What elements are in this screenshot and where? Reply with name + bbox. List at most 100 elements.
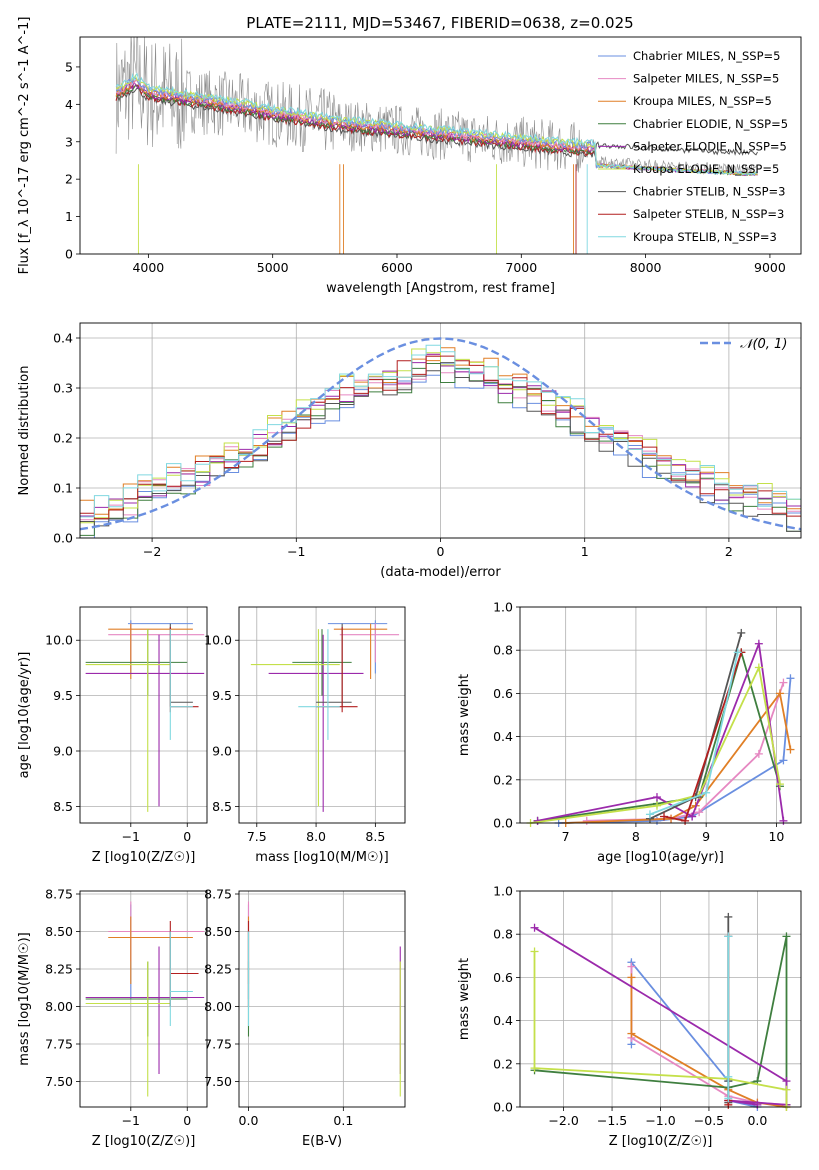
legend-entry: Kroupa ELODIE, N_SSP=5 [633, 162, 779, 176]
y-tick-label: 8.50 [204, 924, 232, 939]
y-tick-label: 9.5 [212, 688, 232, 703]
x-tick-label: −1 [122, 1113, 140, 1128]
y-tick-label: 0.6 [493, 686, 513, 701]
y-tick-label: 9.0 [53, 744, 73, 759]
y-tick-label: 5 [65, 59, 73, 74]
massweight-vs-metallicity-panel: −2.0 −1.5 −1.0 −0.5 0.0 0.0 0.2 0.4 0.6 0.8 1.0 Z [… [457, 884, 802, 1149]
y-tick-label: 7.50 [45, 1074, 73, 1089]
x-tick-label: 5000 [257, 260, 289, 275]
model-spectrum-c7 [115, 87, 758, 159]
x-tick-label: 7.5 [247, 829, 267, 844]
y-tick-label: 2 [65, 172, 73, 187]
x-tick-label: −0.5 [694, 1113, 724, 1128]
y-tick-label: 7.75 [204, 1037, 232, 1052]
x-tick-label: −2 [143, 544, 161, 559]
massweight-vs-age-panel: 7 8 9 10 0.0 0.2 0.4 0.6 0.8 1.0 age [log10(age/yr… [457, 600, 802, 865]
y-tick-label: 0.0 [493, 1100, 513, 1115]
y-tick-label: 7.75 [45, 1037, 73, 1052]
y-tick-label: 8.75 [45, 887, 73, 902]
x-tick-label: −1.0 [645, 1113, 675, 1128]
x-tick-label: 1 [581, 544, 589, 559]
y-tick-label: 9.0 [212, 744, 232, 759]
legend-entry: Salpeter MILES, N_SSP=5 [633, 72, 779, 86]
y-tick-label: 8.25 [204, 962, 232, 977]
axes-frame [79, 322, 802, 539]
x-tick-label: −2.0 [548, 1113, 578, 1128]
y-tick-label: 8.50 [45, 924, 73, 939]
x-tick-label: 7000 [505, 260, 537, 275]
y-tick-label: 0.8 [493, 927, 513, 942]
y-tick-label: 0.4 [493, 729, 513, 744]
y-tick-label: 10.0 [45, 633, 73, 648]
x-tick-label: 8000 [630, 260, 662, 275]
legend-entry: Chabrier STELIB, N_SSP=3 [633, 185, 785, 199]
y-tick-label: 1.0 [493, 600, 513, 615]
error-bars [85, 901, 205, 1097]
x-tick-label: 8.5 [365, 829, 385, 844]
x-tick-label: 6000 [381, 260, 413, 275]
x-tick-label: −1 [122, 829, 140, 844]
y-tick-label: 1 [65, 209, 73, 224]
y-axis-label: mass weight [457, 958, 472, 1040]
y-tick-label: 10.0 [204, 633, 232, 648]
y-tick-label: 0.2 [493, 1056, 513, 1071]
error-bars [85, 620, 205, 812]
x-axis-label: Z [log10(Z/Z☉)] [92, 1134, 196, 1149]
x-tick-label: −1 [287, 544, 305, 559]
x-tick-label: 8 [632, 829, 640, 844]
x-tick-label: 4000 [132, 260, 164, 275]
x-tick-label: 10 [768, 829, 784, 844]
age-vs-mass-panel: 7.5 8.0 8.5 8.5 9.0 9.5 10.0 mass [log10(M/M☉)] [204, 606, 406, 865]
y-tick-label: 8.00 [204, 999, 232, 1014]
legend-entry: Kroupa MILES, N_SSP=5 [633, 94, 772, 108]
y-tick-label: 8.5 [212, 799, 232, 814]
axes-frame [238, 606, 406, 824]
weight-line-c6 [530, 664, 781, 824]
x-tick-label: 9000 [754, 260, 786, 275]
x-tick-label: 2 [725, 544, 733, 559]
x-axis-label: (data-model)/error [380, 565, 501, 580]
histogram-step-c6 [80, 348, 801, 524]
x-axis-label: Z [log10(Z/Z☉)] [609, 1134, 713, 1149]
y-tick-label: 8.75 [204, 887, 232, 902]
y-tick-label: 1.0 [493, 884, 513, 899]
mass-vs-metallicity-panel: −1 0 7.50 7.75 8.00 8.25 8.50 8.75 Z [log10(Z/Z☉… [17, 887, 208, 1149]
x-tick-label: 0.0 [239, 1113, 259, 1128]
x-tick-label: 8.0 [306, 829, 326, 844]
legend-entry: Salpeter STELIB, N_SSP=3 [633, 207, 784, 221]
x-tick-label: 0 [183, 1113, 191, 1128]
y-axis-label: Normed distribution [17, 366, 32, 496]
normal-curve [80, 337, 801, 531]
x-tick-label: 0.0 [747, 1113, 767, 1128]
histogram-step-c8 [80, 355, 801, 520]
axes-frame [79, 890, 208, 1108]
y-tick-label: 7.50 [204, 1074, 232, 1089]
y-tick-label: 3 [65, 134, 73, 149]
y-tick-label: 8.00 [45, 999, 73, 1014]
legend-entry: Chabrier MILES, N_SSP=5 [633, 49, 780, 63]
legend-entry: Chabrier ELODIE, N_SSP=5 [633, 117, 788, 131]
axes-frame [79, 36, 802, 255]
error-bars [247, 901, 401, 1097]
residual-histogram-panel: −2 −1 0 1 2 0.0 0.1 0.2 0.3 0.4 (data-model)/error… [17, 322, 802, 580]
y-tick-label: 8.25 [45, 962, 73, 977]
error-bars [250, 620, 400, 812]
y-tick-label: 4 [65, 97, 73, 112]
y-axis-label: mass [log10(M/M☉)] [17, 932, 32, 1065]
y-tick-label: 0.4 [53, 331, 73, 346]
x-tick-label: 9 [702, 829, 710, 844]
axes-frame [238, 890, 406, 1108]
y-tick-label: 0.0 [53, 531, 73, 546]
x-axis-label: E(B-V) [302, 1134, 342, 1149]
histogram-step-c9 [80, 344, 801, 518]
x-tick-label: 7 [562, 829, 570, 844]
y-axis-label: Flux [f_λ 10^-17 erg cm^-2 s^-1 A^-1] [17, 17, 32, 275]
y-axis-label: mass weight [457, 674, 472, 756]
histograms [80, 337, 801, 538]
histogram-step-c7 [80, 362, 801, 532]
x-axis-label: age [log10(age/yr)] [597, 850, 724, 865]
age-vs-metallicity-panel: −1 0 8.5 9.0 9.5 10.0 Z [log10(Z/Z☉)] age [log1… [17, 606, 208, 865]
y-tick-label: 0.4 [493, 1013, 513, 1028]
x-axis-label: mass [log10(M/M☉)] [255, 850, 388, 865]
